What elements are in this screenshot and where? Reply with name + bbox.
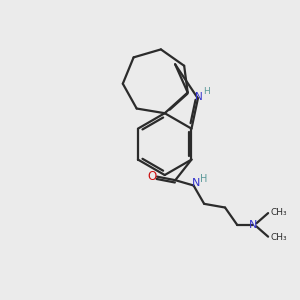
Text: N: N	[249, 220, 258, 230]
Text: O: O	[147, 170, 156, 183]
Text: H: H	[200, 174, 208, 184]
Text: N: N	[195, 92, 203, 102]
Text: CH₃: CH₃	[271, 208, 287, 217]
Text: N: N	[192, 178, 200, 188]
Text: CH₃: CH₃	[271, 233, 287, 242]
Text: H: H	[203, 87, 209, 96]
